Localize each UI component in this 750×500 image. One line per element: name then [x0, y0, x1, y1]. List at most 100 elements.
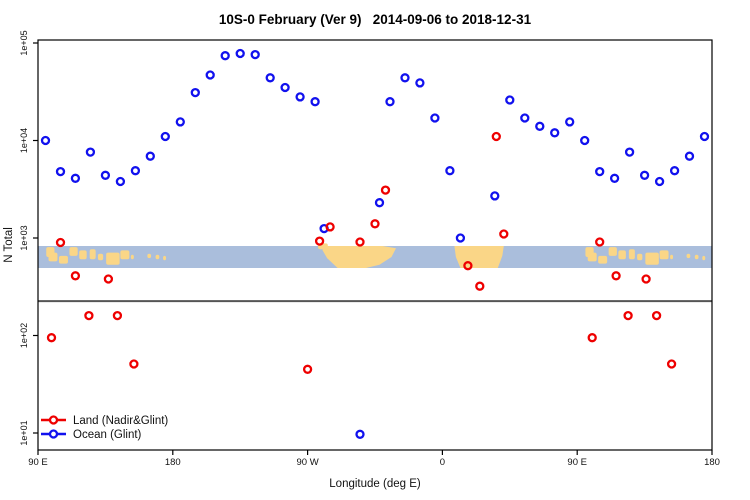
land-point	[325, 222, 335, 232]
map-land-africa	[454, 246, 504, 268]
ocean-point	[40, 135, 51, 146]
ocean-point	[295, 92, 305, 102]
ocean-point	[595, 166, 605, 177]
ocean-point	[639, 170, 650, 180]
ocean-point	[265, 73, 275, 83]
ocean-point	[535, 121, 545, 131]
ocean-point	[684, 151, 695, 161]
map-land-patch	[686, 253, 691, 259]
map-land-patch	[618, 250, 626, 260]
x-tick-label: 90 E	[28, 457, 48, 468]
land-point	[491, 131, 501, 142]
ocean-point	[374, 198, 385, 208]
land-point	[302, 364, 313, 374]
x-tick-label: 180	[704, 457, 720, 468]
land-point	[355, 237, 365, 247]
map-land-patch	[637, 253, 643, 261]
land-point	[651, 310, 662, 321]
ocean-point	[505, 95, 515, 105]
legend-symbol-land-circle	[48, 415, 59, 425]
render-layer: 1e+05 1e+04 1e+03 1e+02 1e+01 90 E 180 90 W 0 90 …	[19, 30, 720, 468]
ocean-point	[205, 70, 215, 80]
map-land-patch	[608, 247, 617, 256]
map-land-patch	[79, 250, 87, 260]
ocean-point	[669, 166, 680, 176]
x-axis-label: Longitude (deg E)	[329, 478, 421, 490]
legend-label-land: Land (Nadir&Glint)	[73, 415, 168, 427]
ocean-point	[520, 113, 530, 123]
land-point	[103, 274, 114, 284]
map-land-patch	[163, 255, 167, 261]
ocean-point	[280, 82, 290, 93]
ocean-point	[190, 87, 200, 98]
y-tick-label: 1e+01	[19, 420, 29, 445]
y-tick-label: 1e+04	[19, 128, 29, 153]
ocean-point	[235, 48, 245, 59]
ocean-point	[565, 117, 575, 127]
x-tick-label: 180	[165, 457, 181, 468]
ocean-point	[699, 131, 710, 142]
land-point	[46, 333, 57, 343]
land-point	[587, 333, 597, 343]
land-point	[499, 229, 509, 239]
ocean-point	[175, 117, 185, 127]
land-point	[70, 271, 81, 281]
y-tick-label: 1e+03	[19, 225, 29, 250]
ocean-point	[145, 151, 155, 161]
chart-title: 10S-0 February (Ver 9) 2014-09-06 to 201…	[218, 12, 532, 27]
ocean-point	[609, 173, 620, 183]
map-land-patch	[628, 249, 635, 260]
map-land-patch	[58, 255, 68, 264]
map-land-patch	[694, 254, 699, 260]
map-land-patch	[97, 253, 104, 261]
land-point	[666, 359, 677, 369]
map-land-patch	[147, 253, 152, 259]
land-point	[314, 236, 325, 246]
ocean-point	[580, 135, 590, 146]
ocean-point	[455, 233, 466, 243]
legend-label-ocean: Ocean (Glint)	[73, 429, 142, 441]
land-point	[129, 359, 139, 369]
ocean-point	[70, 173, 81, 183]
ocean-point	[415, 78, 425, 88]
map-land-patch	[645, 252, 659, 265]
land-point	[611, 271, 621, 281]
map-land-patch	[155, 254, 160, 260]
map-land-patch	[598, 255, 608, 264]
ocean-point	[445, 166, 455, 176]
map-land-patch	[702, 255, 706, 261]
ocean-point	[220, 51, 230, 61]
ocean-point	[624, 147, 635, 157]
land-point	[641, 274, 651, 284]
ocean-point	[130, 166, 141, 176]
x-tick-label: 90 E	[567, 457, 587, 468]
land-point	[84, 310, 94, 321]
map-land-patch	[69, 247, 78, 256]
map-land-patch	[659, 250, 669, 260]
map-land-patch	[587, 252, 597, 262]
y-axis-label: N Total	[3, 227, 15, 263]
ocean-point	[550, 128, 560, 138]
ocean-point	[654, 176, 665, 187]
x-tick-label: 0	[440, 457, 445, 468]
ocean-point	[160, 131, 170, 142]
ocean-point	[355, 429, 365, 439]
x-tick-label: 90 W	[297, 457, 319, 468]
land-point	[370, 219, 380, 229]
ocean-point	[400, 73, 410, 83]
ocean-point	[490, 191, 500, 201]
map-land-patch	[120, 250, 130, 260]
land-point	[595, 237, 605, 247]
map-land-patch	[48, 252, 58, 262]
ocean-point	[55, 166, 66, 177]
map-land-south-america	[322, 246, 396, 268]
ocean-point	[250, 49, 260, 60]
land-point	[55, 237, 66, 248]
plot-border	[37, 39, 713, 451]
land-point	[463, 261, 473, 271]
land-point	[623, 310, 633, 321]
ocean-point	[115, 176, 126, 187]
ocean-point	[100, 170, 111, 180]
